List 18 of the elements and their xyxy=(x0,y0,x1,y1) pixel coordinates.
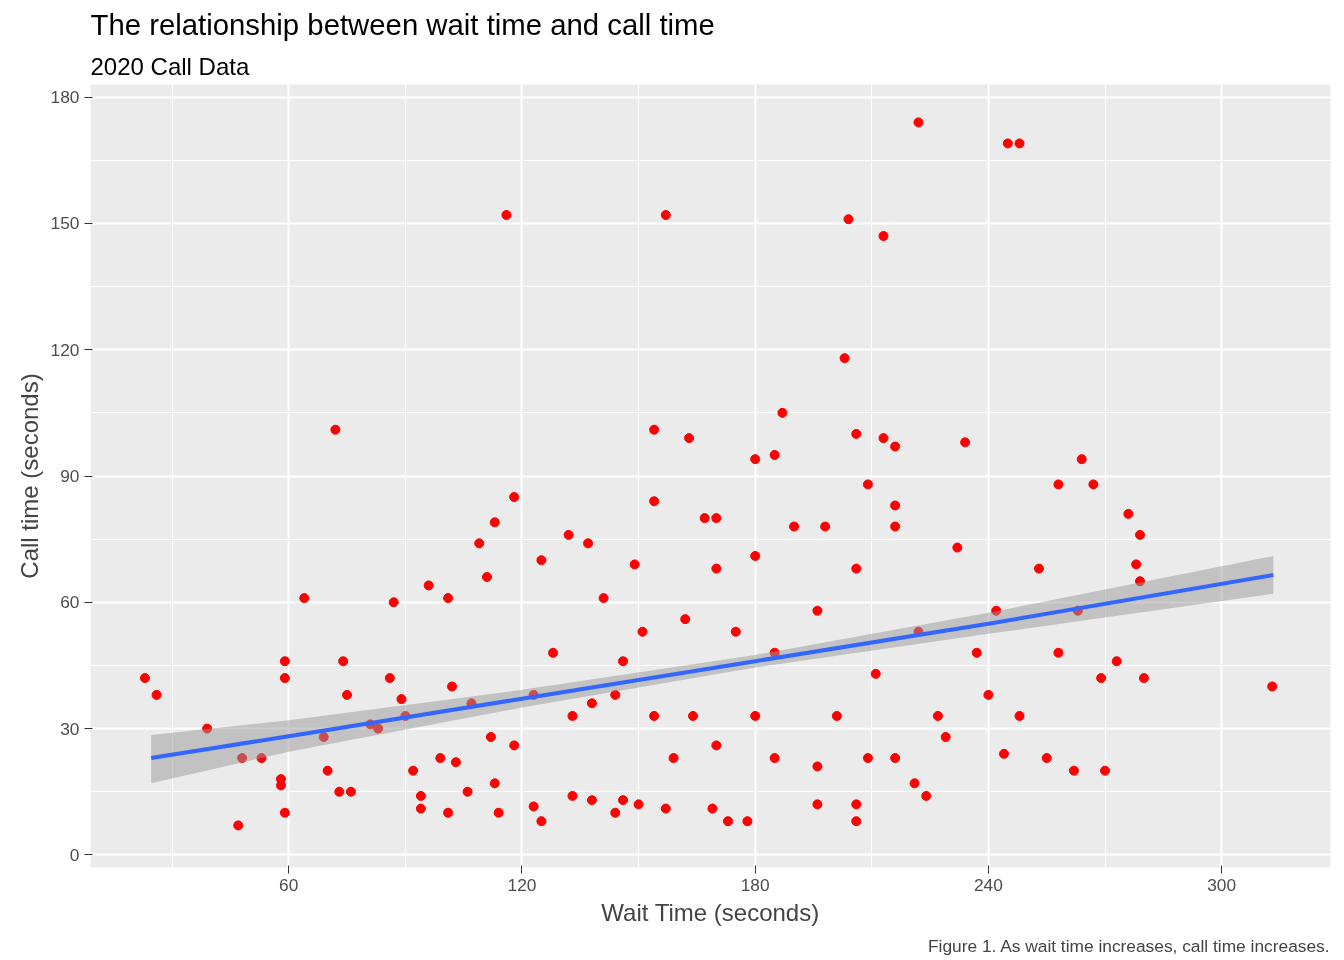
y-tick-label: 60 xyxy=(60,592,80,613)
x-axis-title: Wait Time (seconds) xyxy=(601,898,820,926)
x-tick-label: 240 xyxy=(973,874,1003,895)
caption: Figure 1. As wait time increases, call time increases. xyxy=(927,935,1330,956)
y-tick-label: 150 xyxy=(50,213,80,234)
x-tick-label: 300 xyxy=(1207,874,1237,895)
y-tick-label: 0 xyxy=(69,844,80,865)
line-series xyxy=(149,572,1276,761)
y-axis-title: Call time (seconds) xyxy=(15,373,43,579)
x-tick-label: 60 xyxy=(279,874,299,895)
x-tick-label: 120 xyxy=(507,874,537,895)
chart-title: The relationship between wait time and call time xyxy=(90,7,715,41)
y-tick-label: 30 xyxy=(60,718,80,739)
x-tick-label: 180 xyxy=(740,874,770,895)
chart-subtitle: 2020 Call Data xyxy=(90,52,250,80)
y-tick-label: 90 xyxy=(60,466,80,486)
y-tick-label: 180 xyxy=(50,87,80,108)
y-tick-label: 120 xyxy=(50,339,80,360)
